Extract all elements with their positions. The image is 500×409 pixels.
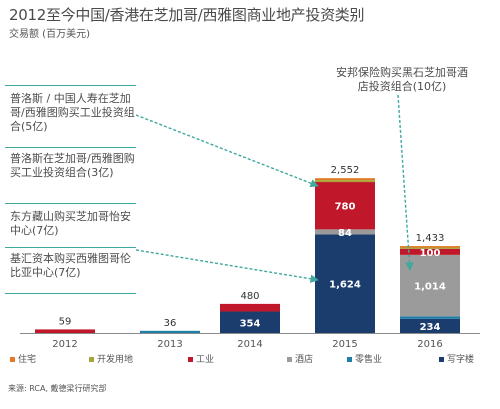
bar-total-label-2013: 36 bbox=[164, 318, 177, 329]
legend-label: 酒店 bbox=[295, 355, 314, 365]
annotation-divider bbox=[5, 247, 136, 248]
arrow-to-2015-office bbox=[135, 249, 319, 283]
legend-item: 写字楼 bbox=[439, 352, 474, 365]
legend-item: 开发用地 bbox=[89, 352, 133, 365]
bar-segment-2016-工业 bbox=[400, 248, 460, 255]
legend-item: 酒店 bbox=[287, 352, 313, 365]
bar-total-label-2016: 1,433 bbox=[416, 233, 445, 244]
legend-swatch bbox=[188, 357, 193, 362]
bar-segment-2014-写字楼 bbox=[220, 311, 280, 333]
data-label-2015-写字楼: 1,624 bbox=[329, 280, 361, 291]
legend-label: 工业 bbox=[196, 355, 215, 365]
bar-segment-2016-开发用地 bbox=[400, 246, 460, 249]
source-note: 来源: RCA, 戴德梁行研究部 bbox=[8, 384, 107, 393]
bar-segment-2013-零售业 bbox=[140, 330, 200, 333]
annotation-prologis-china-life: 普洛斯 / 中国人寿在芝加哥/西雅图购买工业投资组合(5亿) bbox=[10, 92, 135, 133]
legend-item: 零售业 bbox=[347, 352, 382, 365]
legend-swatch bbox=[439, 357, 444, 362]
data-label-2014-写字楼: 354 bbox=[240, 318, 261, 329]
bar-total-label-2012: 59 bbox=[59, 316, 72, 327]
legend-swatch bbox=[89, 357, 94, 362]
annotation-gaw-columbia-center: 基汇资本购买西雅图哥伦比亚中心(7亿) bbox=[10, 252, 131, 279]
bar-segment-2014-工业 bbox=[220, 303, 280, 312]
legend-label: 住宅 bbox=[18, 355, 37, 365]
legend-label: 写字楼 bbox=[447, 355, 475, 365]
legend-swatch bbox=[287, 357, 292, 362]
bar-segment-2016-写字楼 bbox=[400, 318, 460, 333]
data-label-2015-工业: 780 bbox=[335, 202, 356, 213]
bar-segment-2016-零售业 bbox=[400, 316, 460, 319]
bar-segment-2015-写字楼 bbox=[315, 234, 375, 333]
bar-segment-2015-工业 bbox=[315, 182, 375, 230]
data-label-2016-工业: 100 bbox=[420, 248, 441, 259]
bar-segment-2015-酒店 bbox=[315, 229, 375, 235]
annotation-oriental-aon-center: 东方藏山购买芝加哥怡安中心(7亿) bbox=[10, 210, 131, 237]
arrow-to-2015-industrial bbox=[135, 114, 319, 188]
legend-label: 开发用地 bbox=[97, 355, 134, 365]
legend-swatch bbox=[10, 357, 15, 362]
bar-segment-2015-住宅 bbox=[315, 178, 375, 181]
legend-item: 住宅 bbox=[10, 352, 36, 365]
legend-item: 工业 bbox=[188, 352, 214, 365]
bar-segment-2015-开发用地 bbox=[315, 180, 375, 183]
bar-segment-2016-住宅 bbox=[400, 246, 460, 248]
x-tick-label-2012: 2012 bbox=[52, 339, 77, 350]
annotation-divider bbox=[5, 147, 136, 148]
data-label-2015-酒店: 84 bbox=[338, 228, 352, 239]
x-tick-label-2013: 2013 bbox=[157, 339, 182, 350]
x-tick-label-2014: 2014 bbox=[237, 339, 262, 350]
bar-total-label-2014: 480 bbox=[240, 291, 259, 302]
bar-segment-2012-工业 bbox=[35, 329, 95, 333]
x-tick-label-2015: 2015 bbox=[332, 339, 357, 350]
data-label-2016-酒店: 1,014 bbox=[414, 282, 446, 293]
annotation-prologis: 普洛斯在芝加哥/西雅图购买工业投资组合(3亿) bbox=[10, 152, 135, 179]
bar-total-label-2015: 2,552 bbox=[331, 165, 360, 176]
annotation-box: 普洛斯 / 中国人寿在芝加哥/西雅图购买工业投资组合(5亿) 普洛斯在芝加哥/西… bbox=[5, 85, 136, 294]
legend-label: 零售业 bbox=[355, 355, 383, 365]
chart-title: 2012至今中国/香港在芝加哥/西雅图商业地产投资类别 bbox=[9, 6, 365, 24]
annotation-anbang-blackstone: 安邦保险购买黑石芝加哥酒店投资组合(10亿) bbox=[336, 66, 468, 93]
x-tick-label-2016: 2016 bbox=[417, 339, 442, 350]
data-label-2016-写字楼: 234 bbox=[420, 322, 441, 333]
annotation-divider bbox=[5, 203, 136, 204]
arrow-to-2016-hotel bbox=[397, 94, 414, 271]
legend-swatch bbox=[347, 357, 352, 362]
chart-subtitle: 交易额 (百万美元) bbox=[9, 29, 90, 40]
